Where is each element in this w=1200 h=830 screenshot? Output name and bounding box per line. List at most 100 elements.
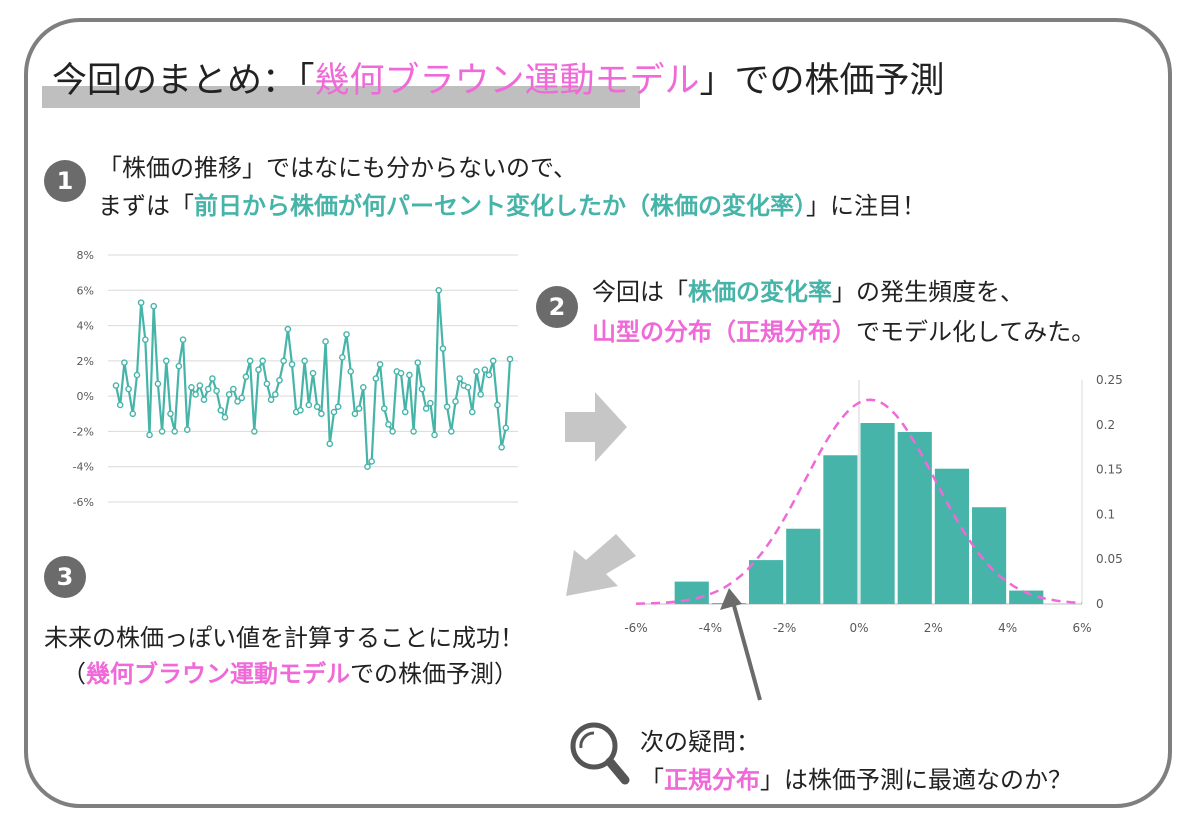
data-point [209, 375, 216, 382]
question-line-1: 次の疑問： [640, 728, 760, 756]
x-tick-label: 0% [849, 621, 868, 635]
data-point [439, 345, 447, 352]
data-point [330, 408, 338, 416]
step-3-line-1: 未来の株価っぽい値を計算することに成功！ [44, 624, 524, 652]
data-point [418, 385, 426, 393]
data-point [506, 355, 514, 363]
data-point [322, 338, 329, 345]
data-point [204, 385, 212, 393]
data-point [238, 394, 246, 402]
data-point [162, 357, 170, 365]
data-point [137, 299, 145, 306]
data-point [167, 410, 174, 418]
data-point [213, 387, 220, 395]
step-3-line-2: （幾何ブラウン運動モデルでの株価予測） [62, 660, 518, 688]
data-point [112, 382, 120, 389]
arrow-right-icon [565, 392, 627, 462]
magnifier-icon [570, 722, 630, 785]
histogram-bar [786, 528, 821, 604]
y-tick-label: 0.05 [1096, 552, 1123, 566]
y-tick-label: 0.1 [1096, 507, 1115, 521]
data-point [456, 375, 464, 382]
y-tick-label: 0 [1096, 597, 1104, 611]
page-title: 今回のまとめ：「幾何ブラウン運動モデル」での株価予測 [52, 61, 945, 101]
data-point [318, 410, 325, 418]
data-point [129, 410, 137, 418]
data-point [251, 428, 258, 435]
data-point [464, 384, 472, 391]
data-point [389, 428, 396, 435]
question-line-2: 「正規分布」は株価予測に最適なのか？ [640, 766, 1072, 794]
histogram-bar [749, 560, 784, 604]
histogram-bar [1009, 590, 1044, 604]
y-tick-label: 0% [77, 390, 94, 403]
x-tick-label: -2% [773, 621, 796, 635]
data-point [230, 385, 237, 393]
data-point [150, 302, 158, 310]
x-tick-label: -6% [624, 621, 647, 635]
y-tick-label: 4% [77, 320, 94, 333]
histogram-bar [674, 581, 709, 604]
histogram-bar [972, 507, 1007, 604]
data-point [435, 286, 443, 294]
data-point [280, 357, 287, 365]
step-1-line-2: まずは「前日から株価が何パーセント変化したか（株価の変化率）」に注目！ [98, 192, 926, 220]
y-tick-label: 2% [77, 355, 94, 368]
data-point [368, 458, 375, 465]
data-point [494, 401, 501, 409]
y-tick-label: -6% [73, 496, 94, 509]
data-point [133, 371, 141, 379]
data-point [427, 399, 434, 407]
data-point [246, 357, 254, 365]
data-point [284, 325, 292, 333]
data-point [334, 403, 342, 411]
data-point [271, 391, 279, 398]
data-point [196, 382, 204, 389]
data-point [485, 371, 493, 379]
x-tick-label: 4% [998, 621, 1017, 635]
step-1-badge: 1 [44, 160, 86, 202]
data-point [397, 369, 405, 377]
data-point [355, 405, 363, 412]
y-tick-label: 0.15 [1096, 463, 1123, 477]
data-point [146, 431, 153, 439]
data-point [410, 428, 417, 435]
step-1-line-1: 「株価の推移」ではなにも分からないので、 [98, 154, 578, 182]
data-point [142, 336, 149, 343]
data-point [263, 380, 271, 388]
data-point [217, 406, 225, 414]
data-point [339, 354, 346, 361]
histogram-bar [897, 431, 932, 604]
data-point [175, 362, 183, 370]
returns-line-chart: 8% 6% 4% 2% 0% -2% -4% -6% [73, 249, 518, 509]
y-tick-label: 6% [77, 284, 94, 297]
data-point [481, 366, 489, 373]
x-tick-label: 2% [924, 621, 943, 635]
data-point [179, 336, 187, 343]
arrow-down-left-icon [566, 534, 636, 596]
step-2-badge: 2 [536, 286, 578, 328]
histogram-bar [823, 455, 858, 604]
data-point [347, 368, 355, 375]
data-point [255, 366, 262, 373]
data-point [301, 357, 308, 365]
data-point [414, 359, 422, 366]
data-point [297, 406, 304, 414]
data-point [489, 357, 497, 365]
step-3-badge: 3 [44, 556, 86, 598]
data-point [309, 369, 317, 377]
data-point [225, 391, 233, 398]
data-point [221, 414, 229, 421]
data-point [498, 444, 505, 451]
data-point [267, 396, 275, 403]
data-point [158, 428, 166, 435]
data-point [259, 357, 267, 365]
data-point [242, 373, 250, 381]
histogram-bar [860, 423, 895, 604]
data-point [359, 384, 367, 391]
data-point [401, 408, 409, 416]
data-point [183, 426, 191, 433]
data-point [305, 401, 313, 409]
data-point [288, 361, 296, 368]
data-point [477, 391, 484, 398]
